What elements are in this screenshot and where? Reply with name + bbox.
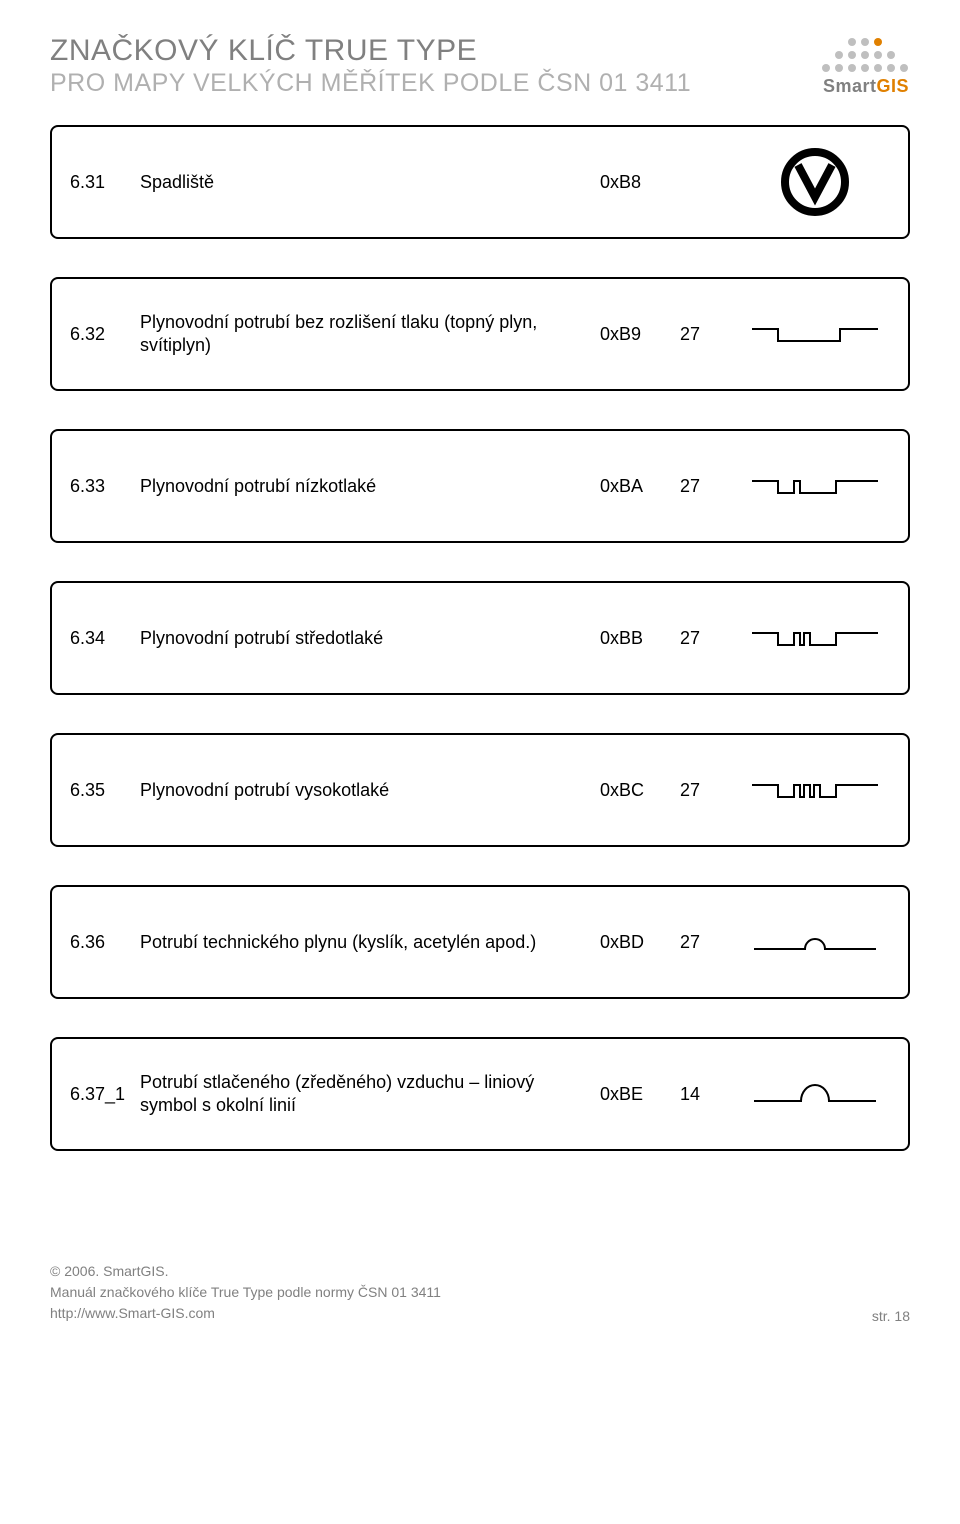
row-description: Plynovodní potrubí bez rozlišení tlaku (… (140, 311, 600, 358)
symbol-svg (750, 777, 880, 803)
logo-text: SmartGIS (823, 76, 909, 97)
header-title: ZNAČKOVÝ KLÍČ TRUE TYPE PRO MAPY VELKÝCH… (50, 34, 691, 97)
row-number: 6.32 (70, 324, 140, 345)
row-symbol (740, 321, 890, 347)
row-value: 27 (680, 476, 740, 497)
row-number: 6.37_1 (70, 1084, 140, 1105)
row-number: 6.33 (70, 476, 140, 497)
row-code: 0xB9 (600, 324, 680, 345)
table-row-inner: 6.31Spadliště0xB8 (52, 127, 908, 237)
table-row: 6.35Plynovodní potrubí vysokotlaké0xBC27 (50, 733, 910, 847)
row-number: 6.36 (70, 932, 140, 953)
row-code: 0xB8 (600, 172, 680, 193)
table-row-inner: 6.35Plynovodní potrubí vysokotlaké0xBC27 (52, 735, 908, 845)
row-code: 0xBD (600, 932, 680, 953)
table-row: 6.33Plynovodní potrubí nízkotlaké0xBA27 (50, 429, 910, 543)
table-row-inner: 6.36Potrubí technického plynu (kyslík, a… (52, 887, 908, 997)
table-row: 6.36Potrubí technického plynu (kyslík, a… (50, 885, 910, 999)
footer-copyright: © 2006. SmartGIS. (50, 1261, 441, 1282)
title-line-1: ZNAČKOVÝ KLÍČ TRUE TYPE (50, 34, 691, 69)
logo-smart: Smart (823, 76, 877, 96)
symbol-svg (750, 321, 880, 347)
table-row: 6.31Spadliště0xB8 (50, 125, 910, 239)
row-value: 27 (680, 628, 740, 649)
row-description: Plynovodní potrubí vysokotlaké (140, 779, 600, 802)
row-number: 6.31 (70, 172, 140, 193)
row-code: 0xBE (600, 1084, 680, 1105)
footer-manual: Manuál značkového klíče True Type podle … (50, 1282, 441, 1303)
row-value: 27 (680, 324, 740, 345)
row-value: 27 (680, 780, 740, 801)
row-number: 6.34 (70, 628, 140, 649)
symbol-svg (750, 927, 880, 957)
row-value: 27 (680, 932, 740, 953)
table-row: 6.37_1Potrubí stlačeného (zředěného) vzd… (50, 1037, 910, 1151)
footer-url: http://www.Smart-GIS.com (50, 1303, 441, 1324)
symbol-svg (750, 1079, 880, 1109)
row-symbol (740, 777, 890, 803)
row-description: Plynovodní potrubí středotlaké (140, 627, 600, 650)
row-description: Plynovodní potrubí nízkotlaké (140, 475, 600, 498)
row-symbol (740, 473, 890, 499)
logo-gis: GIS (877, 76, 910, 96)
symbol-svg (750, 625, 880, 651)
row-code: 0xBB (600, 628, 680, 649)
logo-dots-icon (822, 38, 910, 74)
row-number: 6.35 (70, 780, 140, 801)
row-description: Potrubí stlačeného (zředěného) vzduchu –… (140, 1071, 600, 1118)
footer-left: © 2006. SmartGIS. Manuál značkového klíč… (50, 1261, 441, 1324)
table-row-inner: 6.37_1Potrubí stlačeného (zředěného) vzd… (52, 1039, 908, 1149)
row-symbol (740, 1079, 890, 1109)
table-row: 6.34Plynovodní potrubí středotlaké0xBB27 (50, 581, 910, 695)
row-description: Spadliště (140, 171, 600, 194)
row-code: 0xBA (600, 476, 680, 497)
row-value: 14 (680, 1084, 740, 1105)
page-footer: © 2006. SmartGIS. Manuál značkového klíč… (50, 1261, 910, 1324)
row-description: Potrubí technického plynu (kyslík, acety… (140, 931, 600, 954)
table-row: 6.32Plynovodní potrubí bez rozlišení tla… (50, 277, 910, 391)
footer-page: str. 18 (872, 1308, 910, 1324)
page-header: ZNAČKOVÝ KLÍČ TRUE TYPE PRO MAPY VELKÝCH… (50, 34, 910, 97)
symbol-svg (780, 147, 850, 217)
title-line-2: PRO MAPY VELKÝCH MĚŘÍTEK PODLE ČSN 01 34… (50, 69, 691, 98)
symbol-svg (750, 473, 880, 499)
table-row-inner: 6.34Plynovodní potrubí středotlaké0xBB27 (52, 583, 908, 693)
row-symbol (740, 927, 890, 957)
symbol-table: 6.31Spadliště0xB8 6.32Plynovodní potrubí… (50, 125, 910, 1151)
table-row-inner: 6.32Plynovodní potrubí bez rozlišení tla… (52, 279, 908, 389)
row-symbol (740, 625, 890, 651)
row-symbol (740, 147, 890, 217)
table-row-inner: 6.33Plynovodní potrubí nízkotlaké0xBA27 (52, 431, 908, 541)
row-code: 0xBC (600, 780, 680, 801)
logo: SmartGIS (822, 34, 910, 97)
